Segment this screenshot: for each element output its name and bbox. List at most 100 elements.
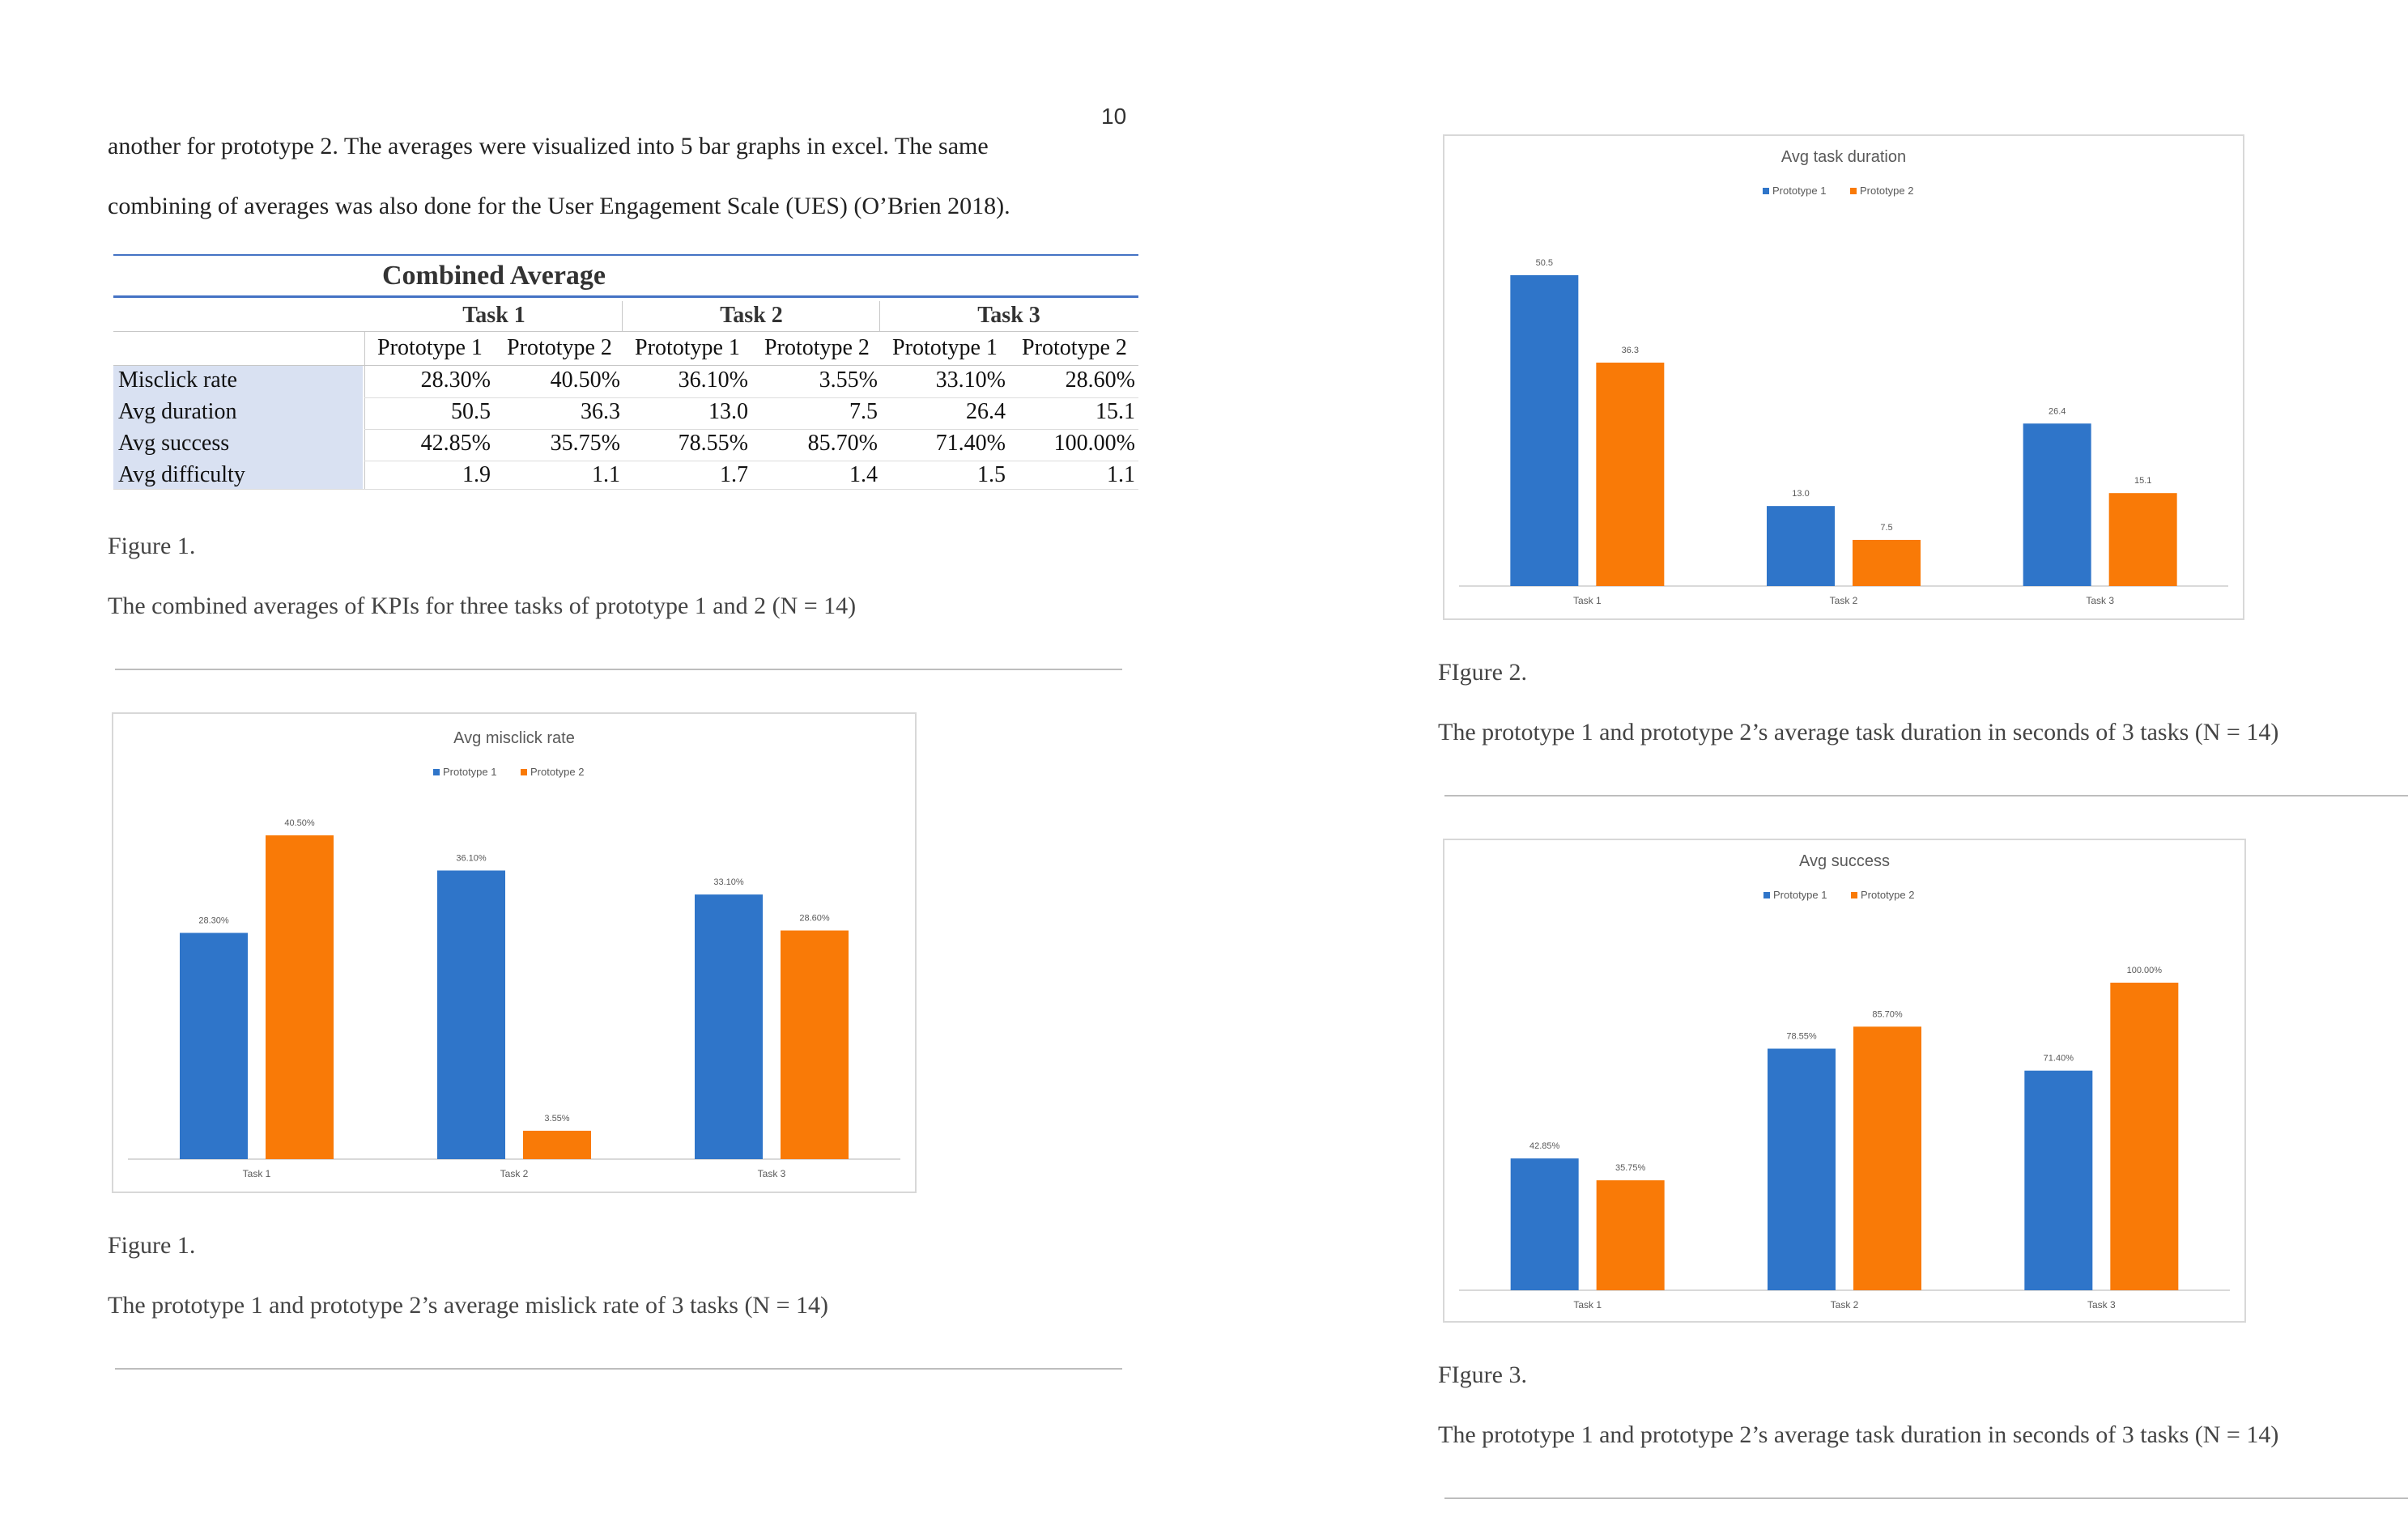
data-label: 28.60% (799, 914, 830, 924)
task-header-1: Task 1 (462, 303, 525, 328)
tick-label: Task 3 (2087, 1299, 2116, 1310)
subheader: Prototype 1 (635, 335, 740, 360)
legend-label: Prototype 1 (1773, 889, 1827, 901)
bar (1768, 1048, 1836, 1290)
task-row-rule (113, 331, 1138, 332)
row-label-misclick: Misclick rate (118, 367, 237, 393)
table-cell: 13.0 (708, 399, 748, 424)
tick-label: Task 1 (1573, 595, 1602, 606)
table-cell: 3.55% (819, 367, 878, 393)
bar (2023, 423, 2091, 586)
table-cell: 36.10% (678, 367, 748, 393)
row-label-duration: Avg duration (118, 399, 237, 424)
bar (1596, 362, 1665, 586)
legend-swatch (1850, 188, 1857, 194)
table-cell: 1.5 (977, 462, 1006, 487)
data-label: 85.70% (1872, 1009, 1903, 1019)
table-figure-caption: The combined averages of KPIs for three … (108, 593, 857, 619)
data-label: 36.3 (1622, 346, 1639, 355)
subheader: Prototype 2 (764, 335, 870, 360)
caption-divider (1444, 795, 2408, 796)
combined-average-table: Combined Average Task 1 Task 2 Task 3 Pr… (113, 251, 1138, 491)
chart-title: Avg task duration (1781, 148, 1906, 166)
table-cell: 33.10% (935, 367, 1006, 393)
table-title: Combined Average (381, 261, 606, 291)
table-cell: 1.1 (1107, 462, 1135, 487)
table-top-rule (113, 254, 1138, 256)
legend-swatch (1851, 892, 1857, 898)
subheader: Prototype 2 (1022, 335, 1127, 360)
data-label: 71.40% (2044, 1054, 2074, 1064)
legend-swatch (433, 769, 440, 775)
task-header-3: Task 3 (977, 303, 1040, 328)
bar (1510, 275, 1579, 586)
success-chart-svg: Avg success Prototype 1 Prototype 2 42.85% 3… (1459, 852, 2230, 1310)
tick-label: Task 3 (2086, 595, 2114, 606)
bar (180, 932, 248, 1159)
tick-label: Task 1 (1573, 1299, 1602, 1310)
row-label-band (113, 366, 363, 489)
bar (2024, 1070, 2093, 1290)
table-cell: 40.50% (550, 367, 620, 393)
data-label: 78.55% (1786, 1032, 1817, 1042)
intro-line-1: another for prototype 2. The averages we… (108, 133, 989, 159)
data-label: 15.1 (2134, 476, 2151, 486)
row-rule (364, 429, 1138, 430)
table-cell: 1.7 (720, 462, 748, 487)
data-label: 28.30% (198, 915, 229, 925)
data-label: 40.50% (284, 818, 315, 828)
misclick-chart-svg: Avg misclick rate Prototype 1 Prototype 2 2… (128, 729, 900, 1179)
bar (1510, 1158, 1579, 1290)
bar (523, 1130, 591, 1159)
table-cell: 28.60% (1065, 367, 1135, 393)
chart-title: Avg success (1799, 852, 1890, 870)
table-cell: 15.1 (1096, 399, 1135, 424)
table-cell: 35.75% (550, 431, 620, 456)
table-bottom-rule (113, 489, 1138, 490)
legend-label: Prototype 2 (1860, 185, 1914, 197)
task-divider (879, 301, 880, 332)
caption-divider (115, 1368, 1122, 1370)
label-divider (364, 332, 365, 489)
tick-label: Task 2 (500, 1168, 529, 1179)
legend-swatch (1763, 188, 1769, 194)
duration-chart: Avg task duration Prototype 1 Prototype 2 5… (1443, 134, 2244, 620)
legend-label: Prototype 2 (1861, 889, 1915, 901)
data-label: 3.55% (544, 1114, 569, 1124)
table-cell: 7.5 (849, 399, 878, 424)
data-label: 35.75% (1615, 1163, 1646, 1173)
misclick-figure-caption: The prototype 1 and prototype 2’s averag… (108, 1292, 829, 1319)
legend-label: Prototype 1 (443, 766, 497, 778)
tick-label: Task 1 (243, 1168, 271, 1179)
table-cell: 36.3 (581, 399, 620, 424)
task-header-2: Task 2 (720, 303, 783, 328)
bar (1853, 1026, 1921, 1290)
legend-label: Prototype 2 (530, 766, 585, 778)
bar (1596, 1180, 1665, 1290)
table-figure-label: Figure 1. (108, 533, 196, 559)
data-label: 36.10% (456, 853, 487, 863)
bar (1767, 506, 1835, 586)
data-label: 7.5 (1880, 523, 1892, 533)
bar (437, 870, 505, 1159)
caption-divider (1444, 1497, 2408, 1499)
subheader: Prototype 2 (507, 335, 612, 360)
data-label: 50.5 (1536, 258, 1553, 268)
bar (1853, 539, 1921, 586)
task-divider (622, 301, 623, 332)
table-cell: 26.4 (966, 399, 1006, 424)
figure-3-label: FIgure 3. (1438, 1361, 1527, 1388)
figure-2-caption: The prototype 1 and prototype 2’s averag… (1438, 719, 2279, 746)
data-label: 13.0 (1792, 489, 1809, 499)
table-title-rule (113, 295, 1138, 298)
table-cell: 85.70% (807, 431, 878, 456)
page-number: 10 (1101, 104, 1127, 129)
subheader: Prototype 1 (892, 335, 998, 360)
table-cell: 50.5 (451, 399, 491, 424)
table-cell: 100.00% (1053, 431, 1135, 456)
caption-divider (115, 669, 1122, 670)
tick-label: Task 2 (1831, 1299, 1859, 1310)
tick-label: Task 3 (758, 1168, 786, 1179)
table-cell: 1.9 (462, 462, 491, 487)
table-cell: 71.40% (935, 431, 1006, 456)
